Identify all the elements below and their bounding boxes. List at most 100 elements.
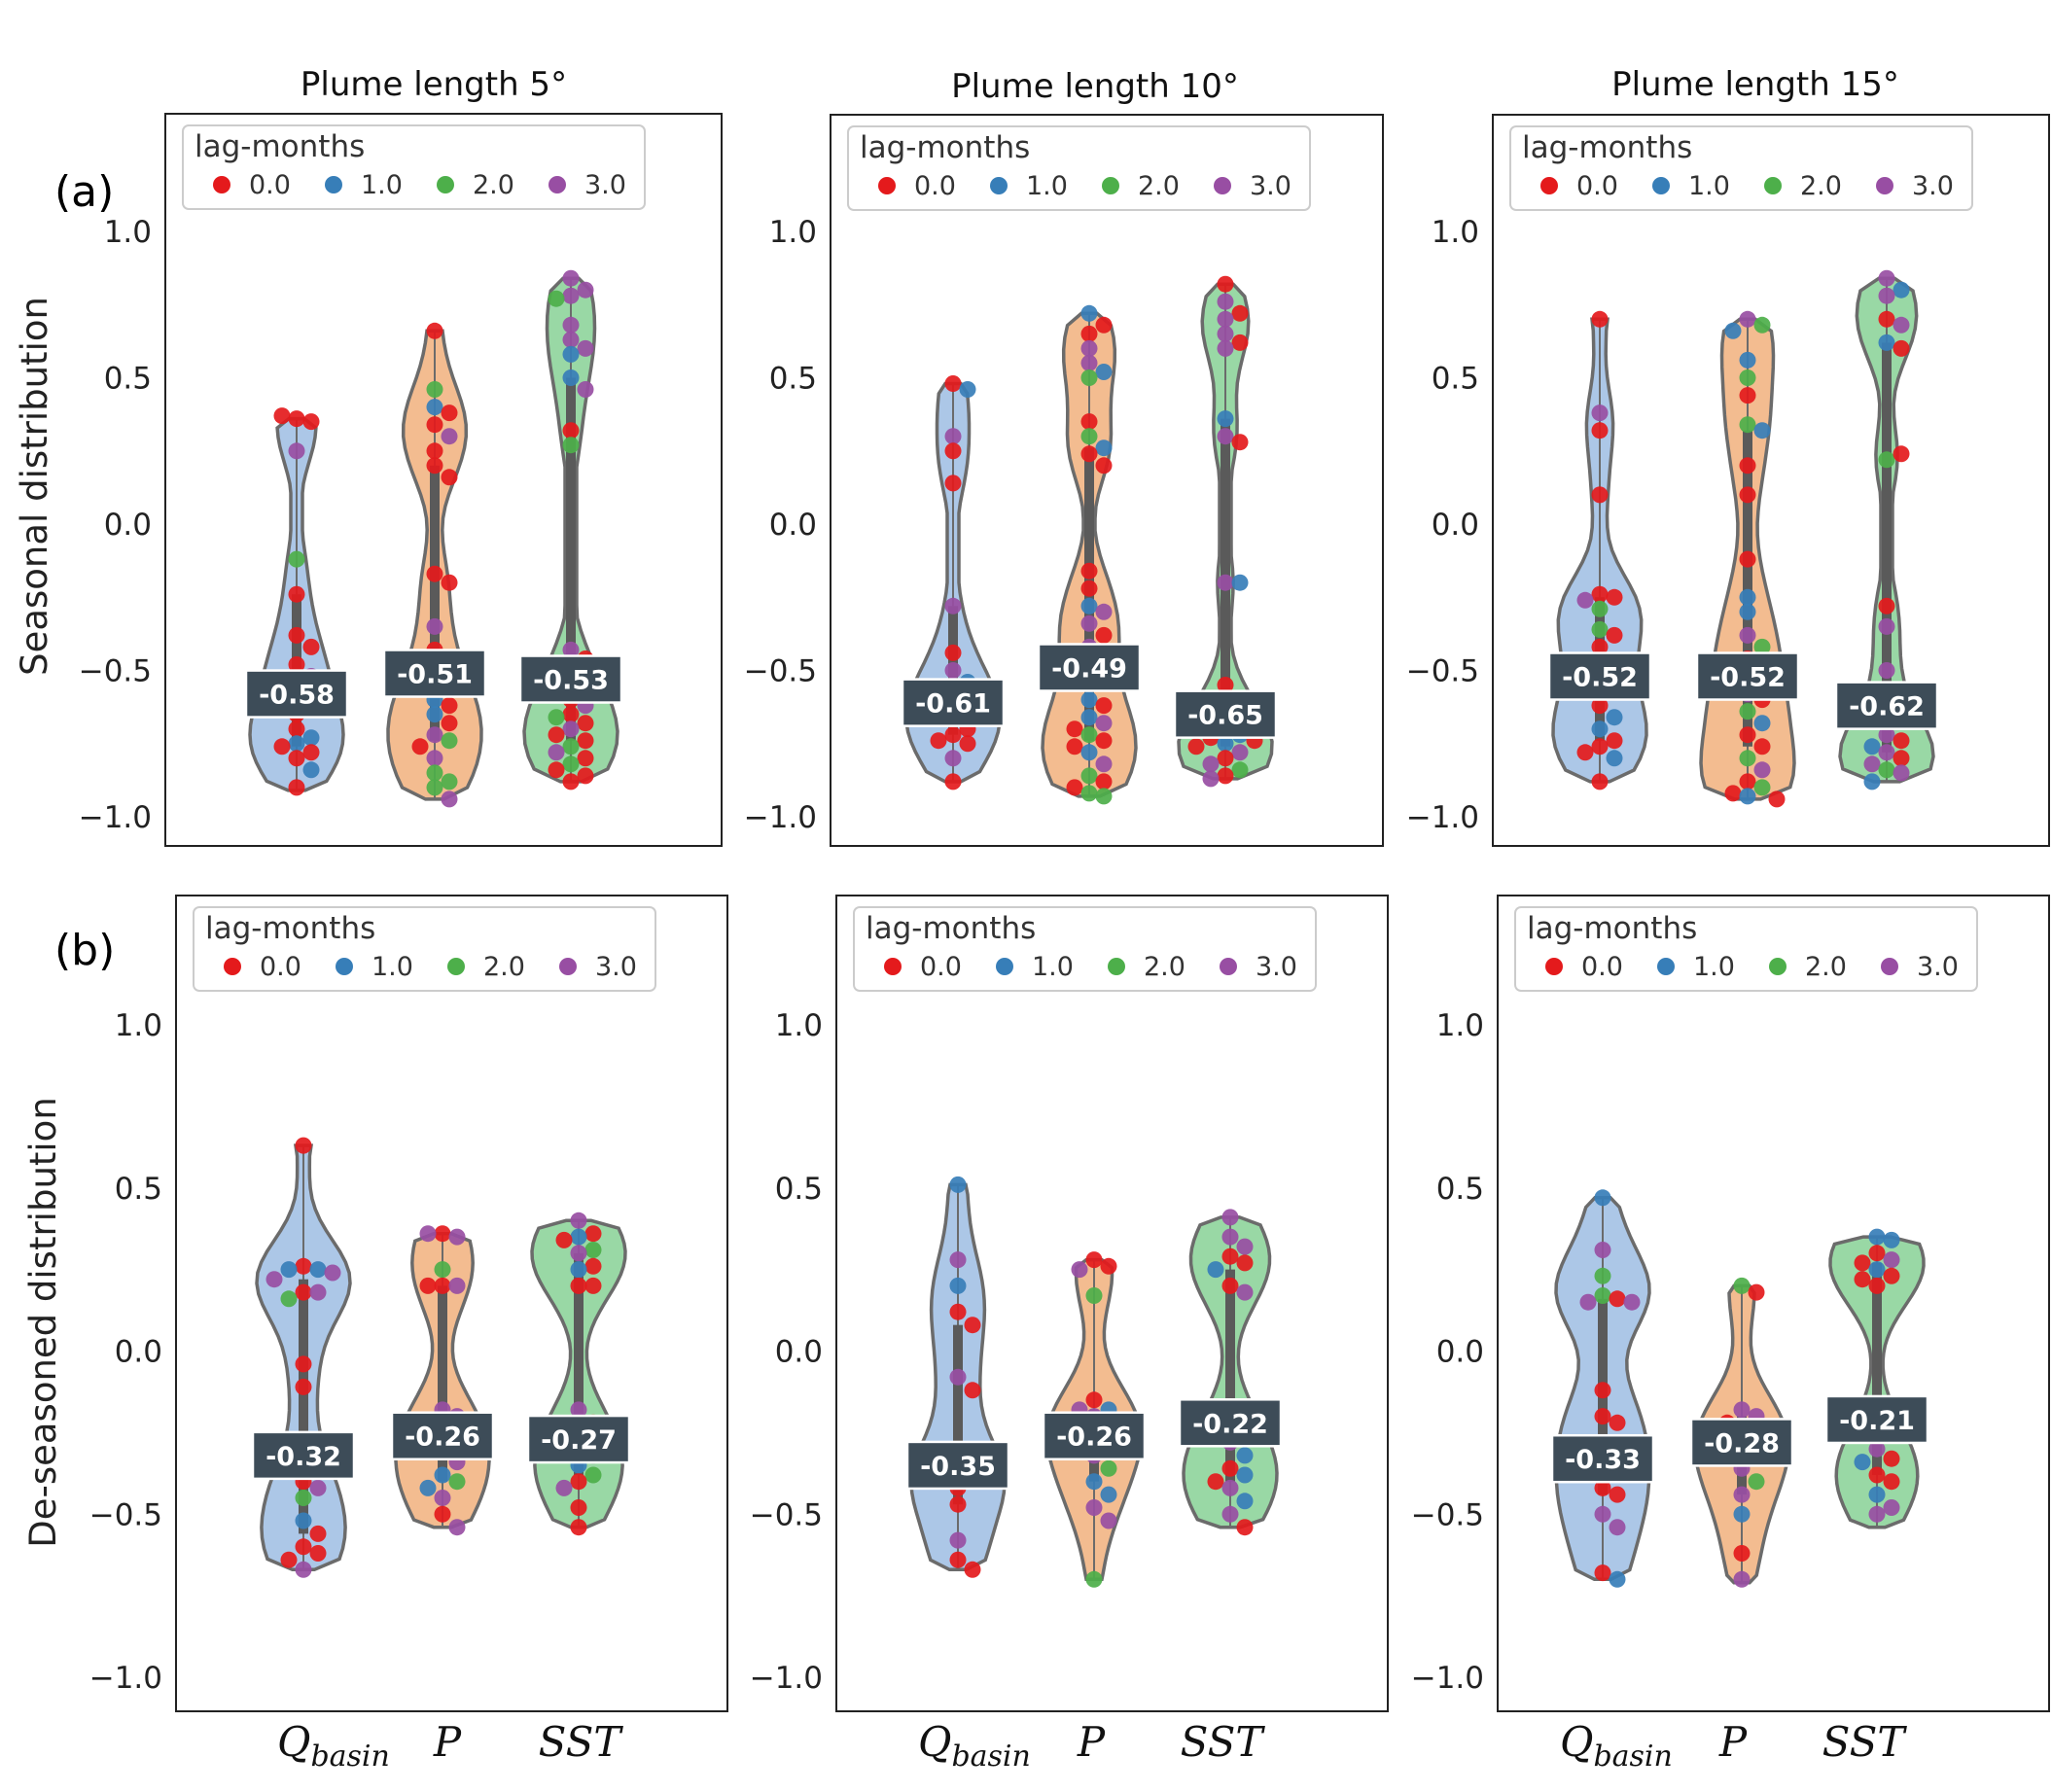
data-point: [548, 290, 565, 307]
data-point: [295, 1257, 312, 1275]
data-point: [1095, 697, 1113, 715]
data-point: [1739, 726, 1756, 744]
legend-label: 0.0: [249, 170, 291, 200]
data-point: [964, 1561, 981, 1578]
data-point: [1739, 750, 1756, 767]
legend-box: [1514, 906, 1978, 992]
ylabel-seasonal: Seasonal distribution: [14, 297, 55, 676]
group-p: -0.52: [1695, 310, 1800, 808]
data-point: [1221, 1247, 1239, 1265]
data-point: [1594, 1242, 1611, 1258]
data-point: [280, 1261, 298, 1279]
legend-marker: [1545, 958, 1563, 975]
data-point: [1217, 310, 1234, 328]
legend-label: 3.0: [1250, 171, 1291, 201]
data-point: [1753, 779, 1771, 796]
data-point: [1080, 726, 1098, 744]
group-q-basin: -0.33: [1550, 1189, 1655, 1588]
median-label-box: [1834, 681, 1939, 730]
median-label-box: [390, 1411, 495, 1460]
y-tick-label: −1.0: [79, 800, 152, 835]
data-point: [570, 1277, 587, 1294]
ylabel-deseasoned: De-seasoned distribution: [22, 1097, 64, 1548]
y-tick-label: −0.5: [1406, 654, 1479, 689]
row-tag-b: (b): [54, 926, 115, 975]
data-point: [1221, 1277, 1239, 1294]
data-point: [562, 345, 580, 363]
data-point: [944, 750, 962, 767]
iqr-box: [1743, 430, 1752, 747]
legend: lag-months 0.0 1.0 2.0 3.0: [193, 906, 656, 992]
data-point: [577, 339, 594, 357]
y-tick-label: −0.5: [79, 654, 152, 689]
legend-marker: [1220, 958, 1237, 975]
data-point: [288, 442, 305, 460]
legend-marker: [213, 176, 230, 193]
data-point: [1217, 750, 1234, 767]
data-point: [562, 706, 580, 723]
data-point: [1878, 744, 1895, 761]
data-point: [1883, 1473, 1900, 1491]
data-point: [562, 738, 580, 755]
data-point: [1739, 588, 1756, 606]
legend: lag-months 0.0 1.0 2.0 3.0: [853, 906, 1317, 992]
y-tick-label: −0.5: [1411, 1497, 1484, 1532]
y-tick-label: −1.0: [750, 1661, 823, 1696]
iqr-box: [1882, 342, 1892, 753]
data-point: [1591, 620, 1609, 638]
xcat-sub: basin: [310, 1739, 389, 1774]
group-p: -0.51: [382, 322, 487, 808]
data-point: [570, 1401, 587, 1419]
data-point: [1883, 1231, 1900, 1248]
median-label: -0.62: [1849, 692, 1925, 722]
legend-marker: [1881, 958, 1898, 975]
data-point: [441, 715, 458, 732]
y-tick-label: 0.5: [115, 1172, 162, 1207]
iqr-box: [566, 377, 576, 741]
data-point: [555, 1231, 573, 1248]
data-point: [584, 1225, 602, 1243]
data-point: [562, 369, 580, 386]
data-point: [1095, 732, 1113, 750]
data-point: [577, 715, 594, 732]
legend-marker: [1769, 958, 1787, 975]
data-point: [1217, 677, 1234, 693]
data-point: [944, 375, 962, 392]
y-tick-label: 1.0: [115, 1008, 162, 1043]
data-point: [1591, 585, 1609, 603]
legend-marker: [878, 177, 896, 194]
legend-title: lag-months: [860, 130, 1030, 165]
data-point: [1739, 351, 1756, 369]
data-point: [1606, 588, 1623, 606]
xcat-sst-2: SST: [1181, 1718, 1266, 1766]
data-point: [1217, 293, 1234, 310]
data-point: [1893, 281, 1910, 299]
data-point: [1753, 422, 1771, 439]
data-point: [562, 287, 580, 304]
data-point: [288, 656, 305, 673]
xcat-p-3: P: [1718, 1718, 1748, 1766]
legend-marker: [1102, 177, 1119, 194]
y-tick-label: 1.0: [769, 215, 817, 250]
data-point: [584, 1257, 602, 1275]
data-point: [1739, 773, 1756, 791]
data-point: [548, 744, 565, 761]
y-tick-label: −1.0: [1411, 1661, 1484, 1696]
data-point: [1100, 1257, 1117, 1275]
data-point: [1080, 785, 1098, 802]
data-point: [1591, 310, 1609, 328]
data-point: [1217, 339, 1234, 357]
data-point: [1893, 764, 1910, 782]
data-point: [441, 791, 458, 808]
data-point: [1080, 369, 1098, 386]
legend-marker: [325, 176, 342, 193]
data-point: [1733, 1570, 1751, 1588]
data-point: [1095, 603, 1113, 620]
y-tick-label: 0.0: [104, 508, 152, 543]
data-point: [949, 1251, 967, 1269]
data-point: [944, 442, 962, 460]
data-point: [1066, 738, 1083, 755]
data-point: [1080, 691, 1098, 709]
data-point: [1080, 562, 1098, 580]
median-label: -0.52: [1710, 663, 1786, 693]
